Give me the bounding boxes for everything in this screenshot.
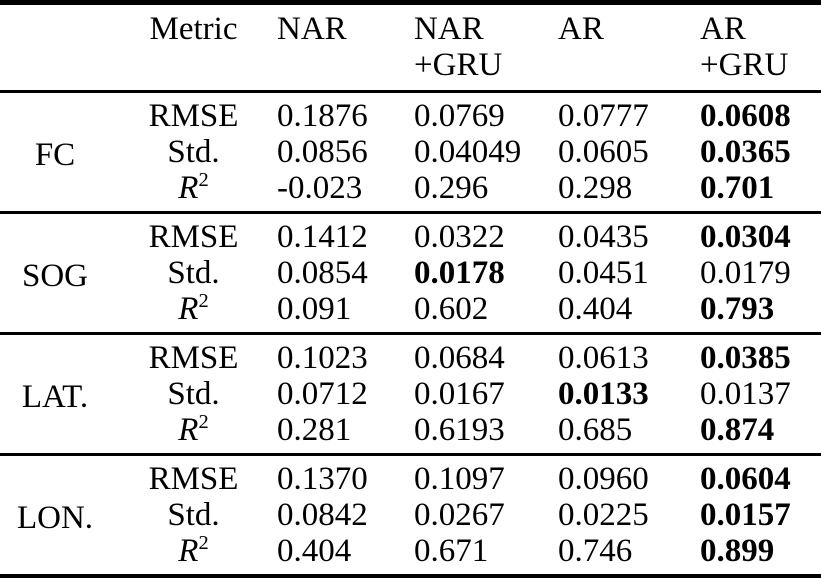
value-cell: 0.0365 [700, 134, 791, 170]
table-row: R2 0.404 0.671 0.746 0.899 [0, 533, 821, 576]
table-row: SOG RMSE 0.1412 0.0322 0.0435 0.0304 [0, 213, 821, 294]
metric-superscript: 2 [198, 411, 209, 433]
value-cell: 0.0605 [558, 134, 649, 170]
value-cell: 0.0712 [277, 376, 368, 412]
metric-label: RMSE [148, 340, 239, 376]
row-group-label: LON. [16, 499, 94, 536]
value-cell: 0.0178 [414, 255, 505, 291]
metric-label: Std. [167, 134, 220, 170]
value-cell: 0.0137 [700, 376, 791, 412]
metric-label: R2 [178, 411, 209, 448]
row-group-label: LAT. [21, 378, 89, 415]
metric-label: Std. [167, 376, 220, 412]
value-cell: -0.023 [277, 170, 363, 206]
header-col-ar: AR [558, 11, 604, 47]
row-group-label: FC [34, 136, 76, 173]
group-lat: LAT. RMSE 0.1023 0.0684 0.0613 0.0385 St… [0, 333, 821, 455]
value-cell: 0.0179 [700, 255, 791, 291]
group-sog: SOG RMSE 0.1412 0.0322 0.0435 0.0304 Std… [0, 212, 821, 334]
table-row: Std. 0.0842 0.0267 0.0225 0.0157 [0, 497, 821, 533]
value-cell: 0.1876 [277, 98, 368, 134]
metric-superscript: 2 [198, 290, 209, 312]
table-row: LAT. RMSE 0.1023 0.0684 0.0613 0.0385 [0, 334, 821, 415]
header-metric: Metric [110, 3, 277, 92]
value-cell: 0.0385 [700, 340, 791, 376]
metric-label: R2 [178, 290, 209, 327]
metric-superscript: 2 [198, 169, 209, 191]
value-cell: 0.1370 [277, 461, 368, 497]
value-cell: 0.793 [700, 291, 775, 327]
table-row: Std. 0.0712 0.0167 0.0133 0.0137 [0, 376, 821, 412]
table-row: Std. 0.0854 0.0178 0.0451 0.0179 [0, 255, 821, 291]
metric-label: Std. [167, 497, 220, 533]
value-cell: 0.899 [700, 533, 775, 569]
value-cell: 0.1023 [277, 340, 368, 376]
value-cell: 0.602 [414, 291, 489, 327]
value-cell: 0.0604 [700, 461, 791, 497]
value-cell: 0.0225 [558, 497, 649, 533]
value-cell: 0.0133 [558, 376, 649, 412]
value-cell: 0.874 [700, 412, 775, 448]
value-cell: 0.0856 [277, 134, 368, 170]
value-cell: 0.685 [558, 412, 633, 448]
value-cell: 0.0613 [558, 340, 649, 376]
value-cell: 0.404 [277, 533, 352, 569]
value-cell: 0.701 [700, 170, 775, 206]
table-header: Metric NAR NAR +GRU AR AR +GRU [0, 3, 821, 92]
table-row: R2 0.281 0.6193 0.685 0.874 [0, 412, 821, 455]
metric-label: RMSE [148, 98, 239, 134]
value-cell: 0.1412 [277, 219, 368, 255]
value-cell: 0.671 [414, 533, 489, 569]
header-col-ar-gru: AR +GRU [700, 11, 789, 83]
value-cell: 0.0451 [558, 255, 649, 291]
header-col-nar-gru: NAR +GRU [414, 11, 503, 83]
metric-label: R2 [178, 532, 209, 569]
value-cell: 0.0322 [414, 219, 505, 255]
table-row: Std. 0.0856 0.04049 0.0605 0.0365 [0, 134, 821, 170]
value-cell: 0.0435 [558, 219, 649, 255]
group-lon: LON. RMSE 0.1370 0.1097 0.0960 0.0604 St… [0, 454, 821, 577]
metric-label: RMSE [148, 461, 239, 497]
table-row: LON. RMSE 0.1370 0.1097 0.0960 0.0604 [0, 455, 821, 535]
value-cell: 0.746 [558, 533, 633, 569]
value-cell: 0.091 [277, 291, 352, 327]
value-cell: 0.0777 [558, 98, 649, 134]
value-cell: 0.0157 [700, 497, 791, 533]
value-cell: 0.1097 [414, 461, 505, 497]
header-row: Metric NAR NAR +GRU AR AR +GRU [0, 3, 821, 92]
table-row: FC RMSE 0.1876 0.0769 0.0777 0.0608 [0, 92, 821, 173]
value-cell: 0.0960 [558, 461, 649, 497]
metric-label: R2 [178, 169, 209, 206]
row-group-label: SOG [21, 257, 89, 294]
group-fc: FC RMSE 0.1876 0.0769 0.0777 0.0608 Std.… [0, 91, 821, 213]
value-cell: 0.0684 [414, 340, 505, 376]
value-cell: 0.0167 [414, 376, 505, 412]
value-cell: 0.0842 [277, 497, 368, 533]
value-cell: 0.296 [414, 170, 489, 206]
value-cell: 0.0854 [277, 255, 368, 291]
value-cell: 0.04049 [414, 134, 522, 170]
metric-superscript: 2 [198, 532, 209, 554]
header-empty-cell [0, 3, 110, 92]
header-col-nar: NAR [277, 11, 347, 47]
value-cell: 0.298 [558, 170, 633, 206]
header-metric-label: Metric [149, 11, 238, 47]
value-cell: 0.0769 [414, 98, 505, 134]
value-cell: 0.0608 [700, 98, 791, 134]
value-cell: 0.6193 [414, 412, 505, 448]
value-cell: 0.0304 [700, 219, 791, 255]
value-cell: 0.281 [277, 412, 352, 448]
metric-label: Std. [167, 255, 220, 291]
value-cell: 0.404 [558, 291, 633, 327]
table-row: R2 -0.023 0.296 0.298 0.701 [0, 170, 821, 213]
metric-label: RMSE [148, 219, 239, 255]
value-cell: 0.0267 [414, 497, 505, 533]
table-row: R2 0.091 0.602 0.404 0.793 [0, 291, 821, 334]
